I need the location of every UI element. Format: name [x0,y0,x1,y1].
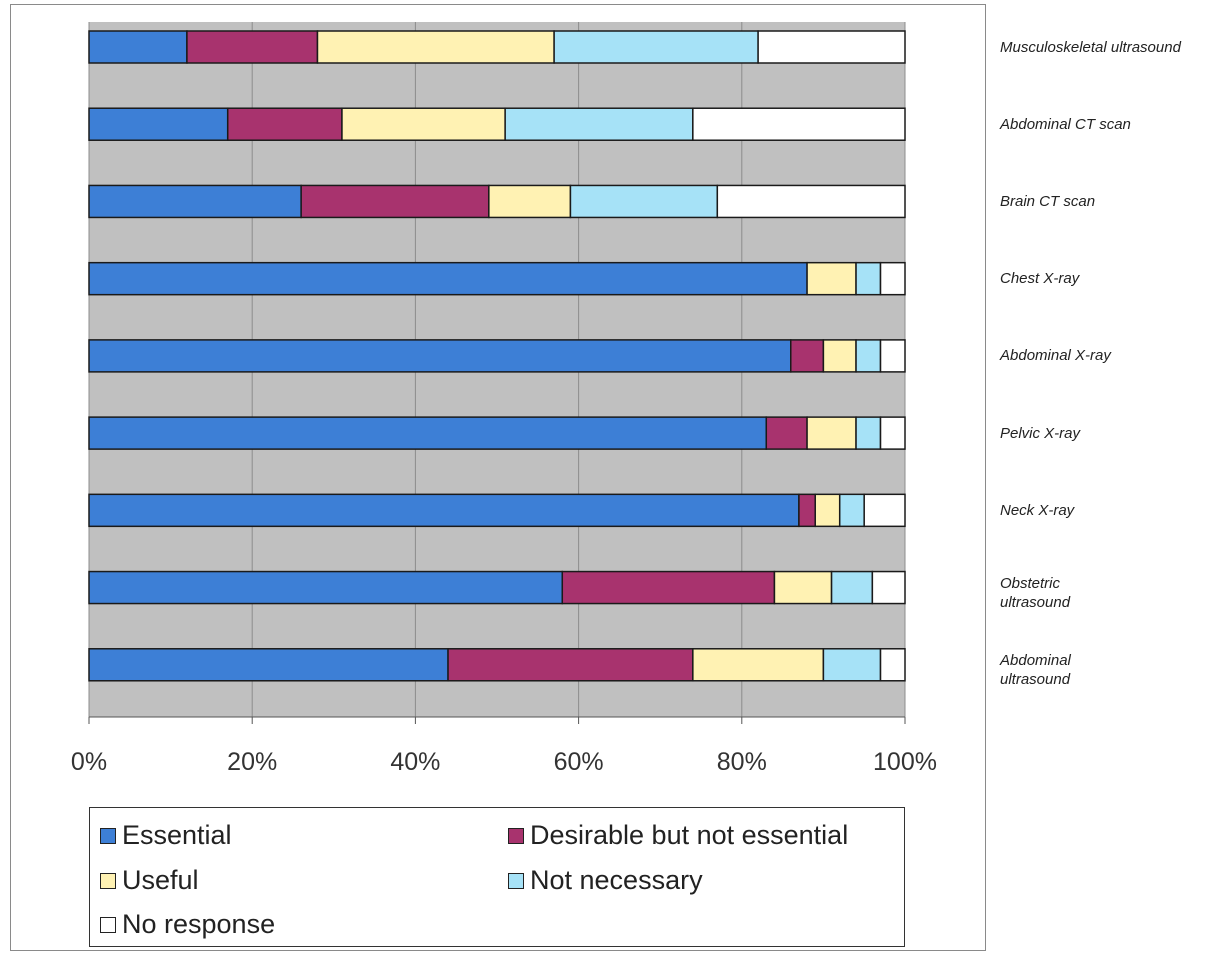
bar-segment [879,261,906,296]
bar-segment [806,416,857,450]
legend-label-essential: Essential [122,820,232,850]
legend-item-not-necessary: Not necessary [508,865,703,896]
bar-segment [88,648,449,682]
bar-segment [88,261,808,296]
legend-item-essential: Essential [100,820,232,851]
category-label: Chest X-ray [1000,270,1080,288]
legend-swatch-not-necessary [508,872,524,889]
bar-segment [226,107,343,141]
x-tick-label: 0% [70,748,108,776]
category-label: Neck X-ray [1000,501,1075,519]
bar-segment [88,570,564,605]
bar-segment [855,416,882,450]
bar-segment [300,184,490,219]
bar-segment [341,107,506,141]
x-tick-label: 20% [227,748,278,776]
bar-segment [798,493,816,528]
category-label: Musculoskeletal ultrasound [1000,38,1181,56]
bar-segment [88,493,800,528]
bar-segment [561,570,776,605]
bar-segment [871,570,906,605]
bar-segment [488,184,572,219]
bar-segment [830,570,874,605]
bars [88,30,906,682]
category-label: Abdominal ultrasound [1000,651,1071,688]
category-label: Pelvic X-ray [1000,424,1081,442]
category-label: Abdominal CT scan [1000,115,1131,133]
bar-segment [822,648,882,682]
bar-segment [88,30,188,64]
bar-segment [716,184,906,219]
category-label: Abdominal X-ray [1000,347,1111,365]
x-tick-label: 40% [390,748,441,776]
legend-label-no-response: No response [122,909,276,939]
bar-segment [879,416,906,450]
legend-swatch-essential [100,827,116,844]
bar-segment [692,107,906,141]
category-label: Brain CT scan [1000,192,1096,210]
bar-segment [765,416,808,450]
bar-segment [504,107,694,141]
bar-segment [316,30,555,64]
legend-label-desirable: Desirable but not essential [530,820,849,850]
bar-segment [88,107,229,141]
bar-segment [447,648,694,682]
bar-segment [88,339,792,373]
legend-item-useful: Useful [100,865,199,896]
bar-segment [863,493,906,528]
bar-segment [879,339,906,373]
bar-segment [757,30,906,64]
x-axis [88,716,906,724]
bar-segment [790,339,825,373]
legend-swatch-desirable [508,827,524,844]
bar-segment [806,261,857,296]
legend-item-no-response: No response [100,909,275,940]
bar-segment [879,648,906,682]
bar-segment [773,570,833,605]
bar-segment [186,30,319,64]
bar-segment [88,184,302,219]
bar-segment [838,493,865,528]
bar-segment [855,339,882,373]
x-tick-label: 60% [553,748,604,776]
legend-label-useful: Useful [122,865,199,895]
legend-swatch-useful [100,872,116,889]
category-label: Obstetric ultrasound [1000,574,1071,611]
bar-segment [569,184,719,219]
legend: Essential Desirable but not essential Us… [89,807,905,947]
bar-segment [88,416,768,450]
bar-segment [814,493,841,528]
bar-segment [855,261,882,296]
x-tick-label: 80% [716,748,767,776]
bar-segment [692,648,825,682]
legend-item-desirable: Desirable but not essential [508,820,848,851]
x-tick-label: 100% [873,748,937,776]
legend-swatch-no-response [100,916,116,933]
bar-segment [553,30,759,64]
legend-label-not-necessary: Not necessary [530,865,703,895]
bar-segment [822,339,857,373]
